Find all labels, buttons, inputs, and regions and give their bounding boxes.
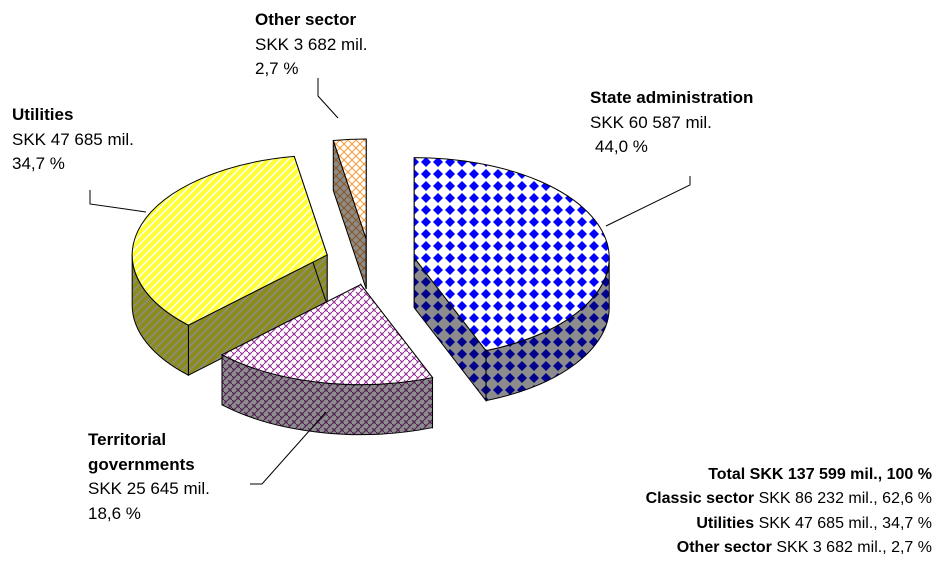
amount-label: SKK 25 645 mil. [88,479,210,498]
slice [131,155,328,326]
summary-label: Other sector [676,538,772,556]
value-label: 2,7 % [255,59,299,78]
leader-line [317,78,339,119]
summary-text: SKK 47 685 mil., 34,7 % [758,514,932,532]
summary: Total SKK 137 599 mil., 100 % Classic sec… [646,463,932,560]
pie [131,138,610,436]
summary-label: Utilities [696,514,755,532]
summary-label: Classic sector [645,490,755,508]
slice [332,138,367,240]
value-label: 34,7 % [12,154,65,173]
summary-line: Classic sector SKK 86 232 mil., 62,6 % [646,487,932,511]
category-label: State administration [590,88,754,107]
slice [220,283,434,386]
category-label: Territorial governments [88,430,195,474]
amount-label: SKK 47 685 mil. [12,129,134,149]
leader-line [605,176,691,227]
category-label: Utilities [12,105,74,124]
amount-label: SKK 60 587 mil. [590,112,712,132]
category-label: Other sector [255,10,357,29]
summary-line: Total SKK 137 599 mil., 100 % [646,463,932,487]
amount-label: SKK 3 682 mil. [255,34,368,54]
summary-label: Total SKK 137 599 mil., 100 % [708,466,932,483]
summary-line: Utilities SKK 47 685 mil., 34,7 % [646,512,932,536]
slice-label: Territorial governments SKK 25 645 mil. … [88,428,248,526]
leader-line [250,411,327,485]
summary-line: Other sector SKK 3 682 mil., 2,7 % [646,536,932,560]
leader-lines [89,78,691,485]
slice-label: Utilities SKK 47 685 mil. 34,7 % [12,103,134,177]
leader-line [89,190,147,213]
summary-text: SKK 86 232 mil., 62,6 % [758,490,932,508]
slice [413,157,610,352]
slice-label: Other sector SKK 3 682 mil. 2,7 % [255,8,367,82]
summary-text: SKK 3 682 mil., 2,7 % [776,538,932,556]
slice-label: State administration SKK 60 587 mil. 44,… [590,86,753,160]
value-label: 44,0 % [595,137,648,156]
value-label: 18,6 % [88,503,141,523]
